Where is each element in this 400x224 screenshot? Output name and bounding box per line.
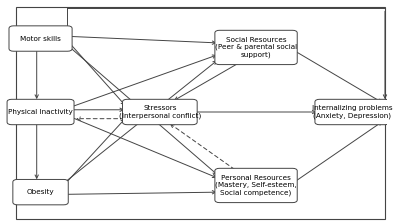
FancyBboxPatch shape (215, 168, 297, 202)
Text: Motor skills: Motor skills (20, 36, 61, 41)
FancyBboxPatch shape (315, 99, 390, 125)
FancyBboxPatch shape (122, 99, 197, 125)
Text: Personal Resources
(Mastery, Self-esteem,
Social competence): Personal Resources (Mastery, Self-esteem… (215, 175, 297, 196)
Text: Social Resources
(Peer & parental social
support): Social Resources (Peer & parental social… (215, 37, 297, 58)
Text: Stressors
(Interpersonal conflict): Stressors (Interpersonal conflict) (119, 105, 201, 119)
FancyBboxPatch shape (13, 179, 68, 205)
FancyBboxPatch shape (215, 30, 297, 65)
FancyBboxPatch shape (7, 99, 74, 125)
Text: Internalizing problems
(Anxiety, Depression): Internalizing problems (Anxiety, Depress… (312, 105, 392, 119)
FancyBboxPatch shape (9, 26, 72, 51)
Text: Obesity: Obesity (27, 189, 54, 195)
Text: Physical Inactivity: Physical Inactivity (8, 109, 73, 115)
